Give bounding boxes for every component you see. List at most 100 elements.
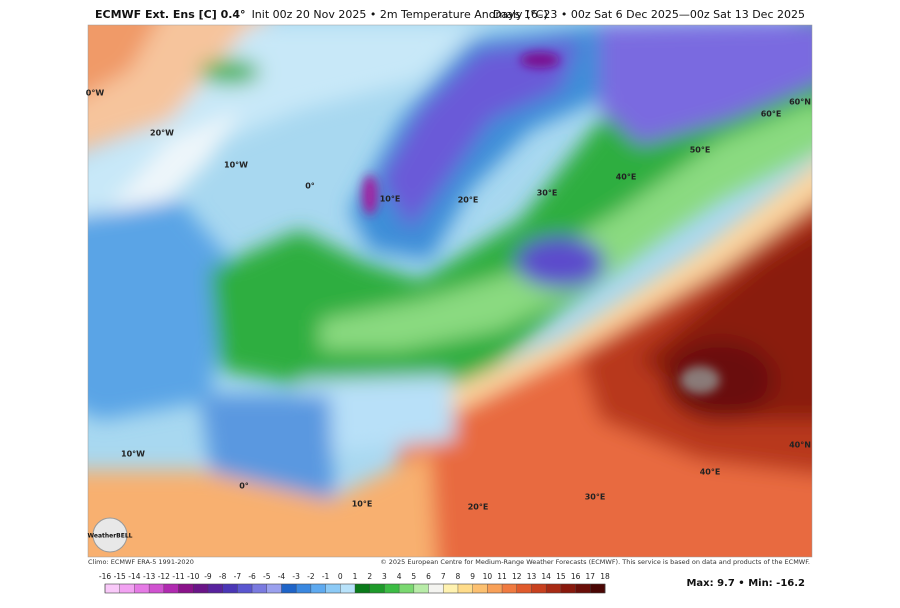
color-bin — [384, 584, 400, 593]
color-bin — [369, 584, 385, 593]
color-bin — [266, 584, 282, 593]
color-bin — [413, 584, 429, 593]
color-bin — [163, 584, 179, 593]
colorbar-tick-label: 9 — [470, 572, 475, 581]
colorbar: -16 -15 -14 -13 -12 -11 -10 -9 -8 -7 -6 -5 -4 -3 -2 -1 0… — [99, 572, 610, 594]
color-bin — [355, 584, 371, 593]
grid-label: 30°E — [585, 493, 606, 502]
colorbar-tick-label: -16 — [99, 572, 111, 581]
colorbar-tick-label: -12 — [158, 572, 170, 581]
grid-label: 10°E — [380, 195, 401, 204]
anomaly-map — [88, 25, 812, 557]
color-bin — [428, 584, 444, 593]
grid-label: 20°W — [150, 129, 174, 138]
color-bin — [281, 584, 297, 593]
min-value: -16.2 — [776, 578, 805, 589]
colorbar-tick-label: 2 — [367, 572, 372, 581]
colorbar-tick-label: 16 — [571, 572, 581, 581]
grid-label: 10°W — [224, 161, 248, 170]
max-value: 9.7 — [717, 578, 735, 589]
color-bin — [252, 584, 268, 593]
color-bin — [560, 584, 576, 593]
grid-label: 40°N — [789, 441, 811, 450]
min-label: Min: — [748, 578, 773, 589]
color-bin — [340, 584, 356, 593]
colorbar-tick-label: 11 — [497, 572, 507, 581]
color-bin — [325, 584, 341, 593]
grid-label: 0° — [239, 482, 249, 491]
logo-circle — [92, 517, 128, 553]
color-bin — [502, 584, 518, 593]
color-bin — [487, 584, 503, 593]
description: Init 00z 20 Nov 2025 • 2m Temperature An… — [252, 8, 548, 21]
grid-label: 30°E — [537, 189, 558, 198]
logo-text: WeatherBELL — [87, 533, 132, 540]
colorbar-tick-label: -2 — [307, 572, 315, 581]
colorbar-tick-label: -1 — [322, 572, 330, 581]
colorbar-tick-label: 1 — [353, 572, 358, 581]
climo-note: Climo: ECMWF ERA-5 1991-2020 — [88, 558, 194, 566]
period: Days 16–23 • 00z Sat 6 Dec 2025—00z Sat … — [493, 8, 805, 21]
model-name: ECMWF Ext. Ens [C] 0.4° — [95, 8, 246, 21]
grid-label: 60°E — [761, 110, 782, 119]
grid-labels: 0°W 20°W 10°W 0° 10°E 20°E 30°E 40°E 50°E 60°E 60°… — [86, 89, 811, 512]
color-bin — [516, 584, 532, 593]
colorbar-tick-label: -5 — [263, 572, 271, 581]
colorbar-tick-label: -3 — [292, 572, 300, 581]
color-bin — [443, 584, 459, 593]
color-bin — [546, 584, 562, 593]
colorbar-tick-label: 18 — [600, 572, 610, 581]
stats: Max: 9.7 • Min: -16.2 — [686, 578, 805, 589]
grid-label: 20°E — [468, 503, 489, 512]
color-bin — [310, 584, 326, 593]
anomaly-detail — [362, 52, 720, 394]
colorbar-tick-label: 15 — [556, 572, 566, 581]
colorbar-tick-label: 3 — [382, 572, 387, 581]
colorbar-tick-label: 0 — [338, 572, 343, 581]
max-label: Max: — [686, 578, 713, 589]
colorbar-tick-label: -15 — [114, 572, 126, 581]
grid-label: 0° — [305, 182, 315, 191]
colorbar-tick-label: 13 — [527, 572, 537, 581]
grid-label: 20°E — [458, 196, 479, 205]
grid-label: 40°E — [616, 173, 637, 182]
grid-label: 10°E — [352, 500, 373, 509]
colorbar-tick-label: 5 — [411, 572, 416, 581]
color-bin — [178, 584, 194, 593]
colorbar-tick-label: 17 — [586, 572, 596, 581]
grid-label: 10°W — [121, 450, 145, 459]
colorbar-tick-label: -13 — [143, 572, 155, 581]
colorbar-tick-label: 12 — [512, 572, 522, 581]
colorbar-tick-label: -7 — [234, 572, 242, 581]
colorbar-tick-label: 14 — [541, 572, 551, 581]
colorbar-tick-label: -4 — [278, 572, 286, 581]
grid-label: 40°E — [700, 468, 721, 477]
separator: • — [738, 578, 744, 589]
color-bin — [399, 584, 415, 593]
colorbar-tick-label: 8 — [456, 572, 461, 581]
color-bin — [105, 584, 121, 593]
colorbar-tick-label: -9 — [204, 572, 212, 581]
copyright: © 2025 European Centre for Medium-Range … — [380, 558, 810, 566]
grid-label: 50°E — [690, 146, 711, 155]
colorbar-tick-label: 7 — [441, 572, 446, 581]
color-bin — [457, 584, 473, 593]
color-bin — [575, 584, 591, 593]
grid-label: 60°N — [789, 98, 811, 107]
colorbar-tick-label: -8 — [219, 572, 227, 581]
color-bin — [222, 584, 238, 593]
logo: WeatherBELL — [87, 517, 133, 553]
colorbar-tick-label: -6 — [248, 572, 256, 581]
color-bin — [296, 584, 312, 593]
color-bin — [472, 584, 488, 593]
color-bin — [237, 584, 253, 593]
grid-label: 0°W — [86, 89, 105, 98]
color-bin — [134, 584, 150, 593]
map-frame — [87, 24, 813, 558]
colorbar-tick-label: -11 — [172, 572, 184, 581]
anomaly-field — [88, 25, 812, 557]
colorbar-tick-label: 10 — [483, 572, 493, 581]
color-bin — [531, 584, 547, 593]
